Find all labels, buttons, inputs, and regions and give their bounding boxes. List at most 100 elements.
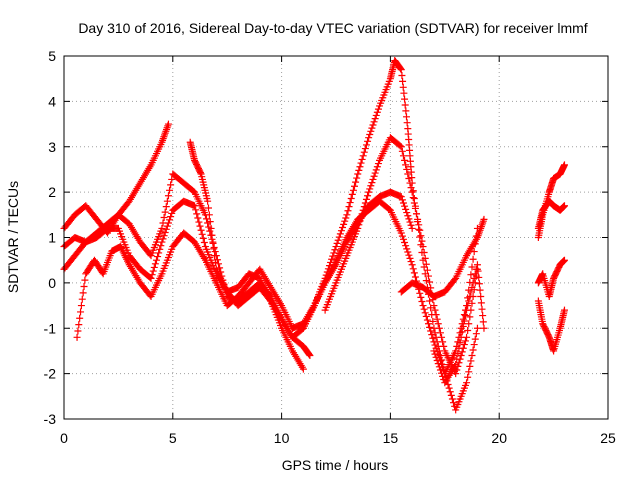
data-point bbox=[321, 274, 329, 282]
data-point bbox=[422, 277, 430, 285]
data-point bbox=[205, 211, 213, 219]
data-point bbox=[334, 236, 342, 244]
data-point bbox=[459, 322, 467, 330]
y-tick-label: -2 bbox=[44, 366, 57, 382]
data-point bbox=[360, 203, 368, 211]
data-point bbox=[464, 373, 472, 381]
data-point bbox=[460, 311, 468, 319]
data-point bbox=[475, 280, 483, 288]
data-point bbox=[434, 360, 442, 368]
data-point bbox=[447, 391, 455, 399]
data-point bbox=[401, 101, 409, 109]
data-point bbox=[399, 152, 407, 160]
data-point bbox=[199, 234, 207, 242]
data-point bbox=[477, 299, 485, 307]
data-point bbox=[429, 334, 437, 342]
data-point bbox=[365, 134, 373, 142]
data-point bbox=[342, 214, 350, 222]
data-point bbox=[198, 230, 206, 238]
data-point bbox=[167, 213, 175, 221]
data-point bbox=[445, 384, 453, 392]
data-point bbox=[448, 395, 456, 403]
data-point bbox=[468, 351, 476, 359]
chart-title: Day 310 of 2016, Sidereal Day-to-day VTE… bbox=[78, 20, 587, 36]
data-point bbox=[463, 306, 471, 314]
data-point bbox=[162, 203, 170, 211]
data-point bbox=[398, 72, 406, 80]
data-point bbox=[163, 222, 171, 230]
data-point bbox=[357, 214, 365, 222]
data-point bbox=[460, 341, 468, 349]
data-point bbox=[194, 214, 202, 222]
data-point bbox=[397, 66, 405, 74]
data-point bbox=[354, 170, 362, 178]
data-point bbox=[417, 232, 425, 240]
data-point bbox=[159, 219, 167, 227]
data-point bbox=[401, 156, 409, 164]
data-point bbox=[465, 320, 473, 328]
data-point bbox=[164, 120, 172, 128]
series-sat-a bbox=[60, 120, 172, 273]
data-point bbox=[457, 333, 465, 341]
x-tick-label: 5 bbox=[169, 430, 177, 446]
data-point bbox=[200, 238, 208, 246]
data-point bbox=[192, 206, 200, 214]
data-point bbox=[478, 305, 486, 313]
data-point bbox=[560, 161, 568, 169]
data-point bbox=[208, 231, 216, 239]
x-tick-label: 15 bbox=[383, 430, 399, 446]
data-point bbox=[439, 372, 447, 380]
data-point bbox=[364, 137, 372, 145]
data-point bbox=[480, 215, 488, 223]
data-point bbox=[162, 225, 170, 233]
data-point bbox=[157, 242, 165, 250]
data-point bbox=[73, 333, 81, 341]
x-tick-label: 10 bbox=[274, 430, 290, 446]
data-point bbox=[397, 143, 405, 151]
data-point bbox=[433, 356, 441, 364]
data-point bbox=[196, 222, 204, 230]
data-point bbox=[344, 207, 352, 215]
data-point bbox=[364, 192, 372, 200]
data-point bbox=[369, 121, 377, 129]
data-point bbox=[560, 202, 568, 210]
data-point bbox=[468, 283, 476, 291]
data-point bbox=[206, 218, 214, 226]
data-point bbox=[429, 317, 437, 325]
data-point bbox=[197, 226, 205, 234]
data-point bbox=[161, 208, 169, 216]
data-point bbox=[419, 243, 427, 251]
data-point bbox=[416, 289, 424, 297]
data-point bbox=[426, 278, 434, 286]
data-point bbox=[365, 188, 373, 196]
data-point bbox=[479, 318, 487, 326]
data-point bbox=[410, 269, 418, 277]
data-point bbox=[438, 369, 446, 377]
data-point bbox=[461, 337, 469, 345]
data-point bbox=[167, 181, 175, 189]
data-point bbox=[405, 215, 413, 223]
data-point bbox=[345, 203, 353, 211]
data-point bbox=[214, 260, 222, 268]
data-point bbox=[372, 111, 380, 119]
data-point bbox=[147, 274, 155, 282]
data-point bbox=[469, 346, 477, 354]
data-point bbox=[328, 255, 336, 263]
data-point bbox=[454, 350, 462, 358]
data-point bbox=[361, 199, 369, 207]
data-point bbox=[368, 124, 376, 132]
data-point bbox=[204, 197, 212, 205]
data-point bbox=[460, 317, 468, 325]
data-point bbox=[465, 297, 473, 305]
data-point bbox=[408, 261, 416, 269]
data-point bbox=[436, 366, 444, 374]
data-point bbox=[331, 246, 339, 254]
data-point bbox=[150, 263, 158, 271]
data-point bbox=[415, 221, 423, 229]
data-point bbox=[397, 65, 405, 73]
data-point bbox=[404, 212, 412, 220]
y-tick-label: 5 bbox=[48, 48, 56, 64]
data-point bbox=[406, 179, 414, 187]
data-point bbox=[436, 351, 444, 359]
